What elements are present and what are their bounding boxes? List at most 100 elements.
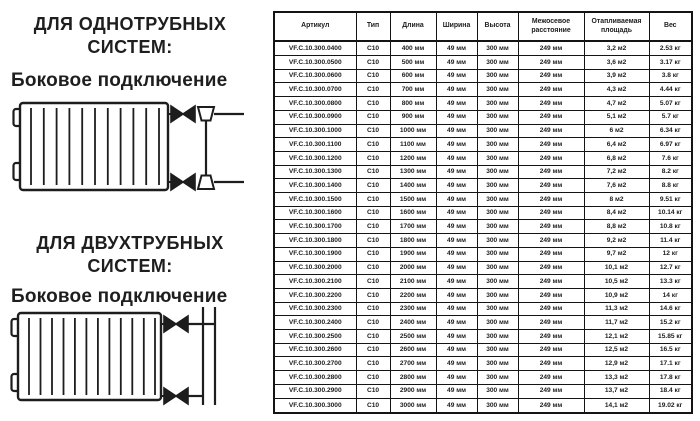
table-cell: C10 <box>355 123 391 139</box>
table-cell: 249 мм <box>517 219 585 235</box>
table-cell: C10 <box>355 219 391 235</box>
table-cell: 49 мм <box>435 397 478 414</box>
table-cell: 14,1 м2 <box>583 397 650 414</box>
table-cell: 13,7 м2 <box>583 383 650 399</box>
table-cell: 249 мм <box>517 82 585 98</box>
table-cell: C10 <box>355 192 391 207</box>
heading-line: СИСТЕМ: <box>87 37 173 57</box>
table-cell: VF.C.10.300.0700 <box>273 82 357 98</box>
table-row: VF.C.10.300.2800 C10 2800 мм 49 мм 300 мм 249… <box>273 370 693 385</box>
table-cell: 49 мм <box>435 150 478 166</box>
connection-schemes-panel: ДЛЯ ОДНОТРУБНЫХ СИСТЕМ: Боковое подключе… <box>0 0 272 421</box>
col-header-height: Высота <box>476 11 519 42</box>
table-cell: 12,5 м2 <box>583 342 650 358</box>
table-cell: 300 мм <box>476 301 519 317</box>
table-row: VF.C.10.300.2000 C10 2000 мм 49 мм 300 мм 249… <box>273 260 693 276</box>
table-cell: VF.C.10.300.0500 <box>273 55 357 70</box>
table-cell: 4,3 м2 <box>583 82 650 98</box>
table-cell: 14.6 кг <box>648 301 693 317</box>
table-cell: 9,2 м2 <box>583 233 650 248</box>
table-cell: 300 мм <box>476 397 519 414</box>
table-cell: 49 мм <box>435 342 478 358</box>
table-row: VF.C.10.300.2100 C10 2100 мм 49 мм 300 мм 249… <box>273 274 693 289</box>
tee-fitting-icon <box>196 106 216 122</box>
table-cell: 49 мм <box>435 164 478 180</box>
table-cell: 249 мм <box>517 246 585 262</box>
table-cell: 300 мм <box>476 356 519 372</box>
table-row: VF.C.10.300.2200 C10 2200 мм 49 мм 300 мм 249… <box>273 287 693 303</box>
table-cell: VF.C.10.300.2900 <box>273 383 357 399</box>
table-row: VF.C.10.300.2900 C10 2900 мм 49 мм 300 мм 249… <box>273 383 693 399</box>
table-row: VF.C.10.300.0900 C10 900 мм 49 мм 300 мм 249 … <box>273 109 693 125</box>
table-cell: 49 мм <box>435 233 478 248</box>
table-cell: 1100 мм <box>389 137 437 152</box>
table-cell: C10 <box>355 137 391 152</box>
table-cell: 1000 мм <box>389 123 437 139</box>
table-cell: 249 мм <box>517 287 585 303</box>
table-cell: 49 мм <box>435 192 478 207</box>
table-cell: 17.8 кг <box>648 370 693 385</box>
table-cell: 300 мм <box>476 205 519 221</box>
table-cell: C10 <box>355 397 391 414</box>
table-cell: 3,6 м2 <box>583 55 650 70</box>
table-cell: 1300 мм <box>389 164 437 180</box>
table-cell: 300 мм <box>476 233 519 248</box>
table-cell: 2.53 кг <box>648 40 693 56</box>
table-cell: VF.C.10.300.0900 <box>273 109 357 125</box>
heading-line: СИСТЕМ: <box>87 256 173 276</box>
table-cell: 249 мм <box>517 68 585 84</box>
valve-icon <box>168 172 196 192</box>
table-row: VF.C.10.300.2700 C10 2700 мм 49 мм 300 мм 249… <box>273 356 693 372</box>
table-cell: C10 <box>355 150 391 166</box>
table-cell: 249 мм <box>517 123 585 139</box>
col-header-heated-area: Отапливаемая площадь <box>583 11 650 42</box>
table-cell: C10 <box>355 287 391 303</box>
table-cell: VF.C.10.300.1400 <box>273 178 357 194</box>
table-cell: 800 мм <box>389 96 437 111</box>
table-cell: 2300 мм <box>389 301 437 317</box>
table-row: VF.C.10.300.0700 C10 700 мм 49 мм 300 мм 249 … <box>273 82 693 98</box>
table-cell: C10 <box>355 68 391 84</box>
table-cell: 49 мм <box>435 329 478 344</box>
table-cell: VF.C.10.300.2400 <box>273 315 357 331</box>
table-cell: 2200 мм <box>389 287 437 303</box>
table-cell: 49 мм <box>435 246 478 262</box>
table-row: VF.C.10.300.1600 C10 1600 мм 49 мм 300 мм 249… <box>273 205 693 221</box>
table-cell: C10 <box>355 109 391 125</box>
table-cell: 2400 мм <box>389 315 437 331</box>
radiator-fins <box>28 318 156 395</box>
heading-line: ДЛЯ ДВУХТРУБНЫХ <box>36 233 224 253</box>
table-cell: 19.02 кг <box>648 397 693 414</box>
table-cell: 49 мм <box>435 55 478 70</box>
valve-icon <box>168 104 196 124</box>
table-row: VF.C.10.300.2600 C10 2600 мм 49 мм 300 мм 249… <box>273 342 693 358</box>
col-header-axial-distance: Межосевое расстояние <box>517 11 585 42</box>
table-row: VF.C.10.300.2300 C10 2300 мм 49 мм 300 мм 249… <box>273 301 693 317</box>
table-cell: 249 мм <box>517 233 585 248</box>
spec-table-body: VF.C.10.300.0400 C10 400 мм 49 мм 300 мм 249 … <box>273 40 693 414</box>
table-cell: C10 <box>355 164 391 180</box>
table-cell: 1800 мм <box>389 233 437 248</box>
table-cell: 2700 мм <box>389 356 437 372</box>
table-cell: 2800 мм <box>389 370 437 385</box>
table-cell: 6,4 м2 <box>583 137 650 152</box>
table-cell: 11,7 м2 <box>583 315 650 331</box>
table-cell: 300 мм <box>476 274 519 289</box>
table-cell: VF.C.10.300.0400 <box>273 40 357 56</box>
table-cell: 18.4 кг <box>648 383 693 399</box>
table-cell: C10 <box>355 40 391 56</box>
table-cell: 49 мм <box>435 82 478 98</box>
table-cell: VF.C.10.300.2700 <box>273 356 357 372</box>
table-cell: C10 <box>355 178 391 194</box>
table-cell: C10 <box>355 82 391 98</box>
table-cell: 249 мм <box>517 315 585 331</box>
table-cell: 300 мм <box>476 342 519 358</box>
table-row: VF.C.10.300.1900 C10 1900 мм 49 мм 300 мм 249… <box>273 246 693 262</box>
table-cell: 300 мм <box>476 164 519 180</box>
table-row: VF.C.10.300.1200 C10 1200 мм 49 мм 300 мм 249… <box>273 150 693 166</box>
table-row: VF.C.10.300.2400 C10 2400 мм 49 мм 300 мм 249… <box>273 315 693 331</box>
table-cell: 249 мм <box>517 301 585 317</box>
table-cell: 1400 мм <box>389 178 437 194</box>
heading-line: ДЛЯ ОДНОТРУБНЫХ <box>33 14 227 34</box>
table-cell: 12.7 кг <box>648 260 693 276</box>
